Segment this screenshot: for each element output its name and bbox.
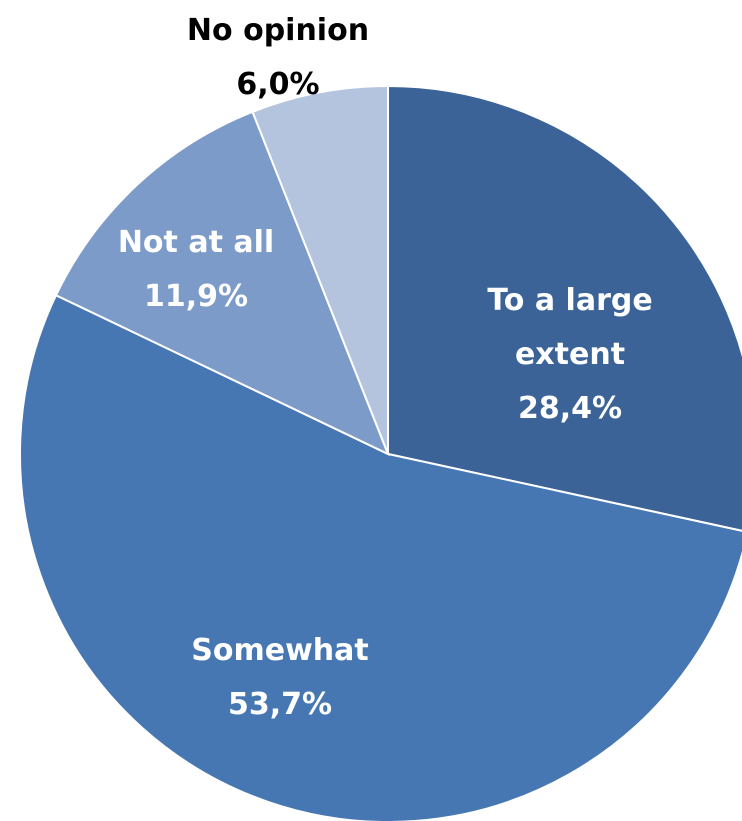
slice-label-2: Not at all 11,9% [118,225,274,314]
slice-value-label: 6,0% [236,67,319,102]
pie-slice-1 [19,293,742,821]
slice-label-3: No opinion 6,0% [187,13,369,102]
pie-slice-0 [387,84,742,532]
slice-value-label: 28,4% [518,391,622,426]
pie-slices [19,84,742,821]
slice-category-label: extent [515,337,625,372]
slice-category-label: Somewhat [191,633,368,668]
slice-value-label: 53,7% [228,687,332,722]
pie-slice-3 [251,84,389,455]
slice-value-label: 11,9% [144,279,248,314]
slice-category-label: Not at all [118,225,274,260]
slice-label-1: Somewhat 53,7% [191,633,368,722]
slice-label-0: To a large extent 28,4% [487,283,652,426]
pie-slice-2 [54,110,390,457]
slice-category-label: No opinion [187,13,369,48]
pie-data-labels: To a large extent 28,4% Somewhat 53,7% Not at… [118,13,653,722]
slice-category-label: To a large [487,283,652,318]
